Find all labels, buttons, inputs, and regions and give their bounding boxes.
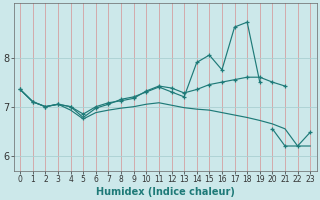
X-axis label: Humidex (Indice chaleur): Humidex (Indice chaleur) (96, 187, 235, 197)
